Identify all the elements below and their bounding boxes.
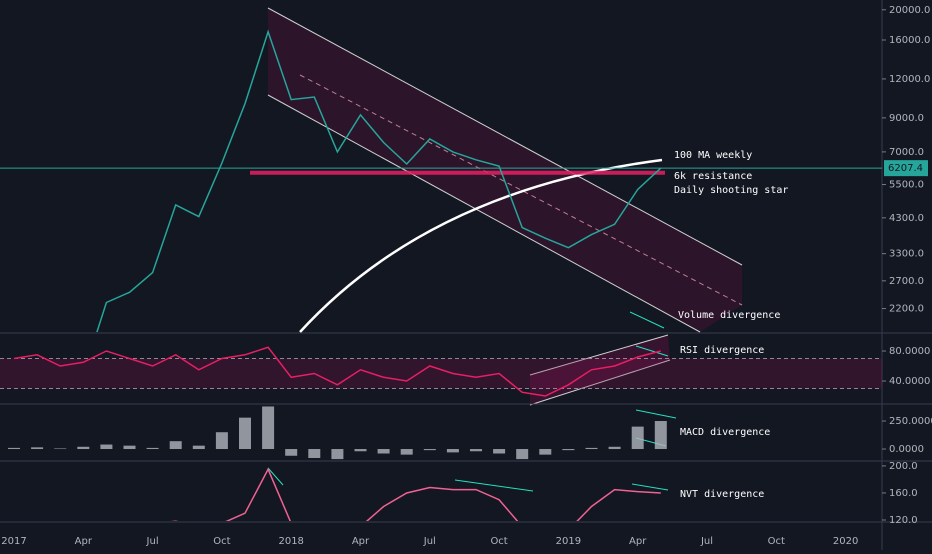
x-tick-label: Jul	[700, 536, 713, 547]
y-tick-label: 120.0	[889, 515, 918, 526]
histogram-bar	[100, 444, 113, 450]
annotation: MACD divergence	[680, 427, 770, 438]
histogram-bar	[54, 448, 67, 450]
rsi-channel	[530, 335, 670, 405]
x-tick-label: Oct	[490, 536, 507, 547]
last-value-box	[884, 160, 928, 177]
histogram-bar	[516, 449, 529, 460]
y-tick-label: 7000.0	[889, 147, 924, 158]
histogram-bar	[215, 432, 228, 450]
histogram-bar	[31, 447, 44, 450]
histogram-bar	[146, 447, 159, 450]
panel	[0, 346, 882, 397]
histogram-bar	[239, 417, 251, 450]
histogram-bar	[539, 449, 552, 455]
x-tick-label: Apr	[352, 536, 370, 547]
series-line	[13, 346, 661, 397]
histogram-bar	[331, 449, 344, 460]
annotation: NVT divergence	[680, 489, 764, 500]
histogram-bar	[262, 406, 275, 450]
series-line	[96, 29, 662, 332]
last-value-label: 6207.4	[888, 163, 923, 174]
divergence-line	[635, 345, 669, 357]
histogram-bar	[308, 449, 321, 458]
band-fill	[0, 358, 882, 389]
histogram-bar	[562, 449, 575, 451]
y-tick-label: 16000.0	[889, 35, 930, 46]
histogram-bar	[285, 449, 298, 456]
histogram-bar	[423, 449, 436, 451]
histogram-bar	[585, 447, 598, 450]
resistance-band	[250, 170, 665, 175]
x-tick-label: Jul	[423, 536, 436, 547]
panel	[96, 29, 665, 332]
x-tick-label: Apr	[75, 536, 93, 547]
histogram-bar	[631, 426, 644, 450]
histogram-bar	[377, 449, 390, 454]
divergence-line	[267, 467, 284, 486]
annotation: Volume divergence	[678, 310, 780, 321]
y-tick-label: 20000.0	[889, 5, 930, 16]
x-tick-label: Apr	[629, 536, 647, 547]
y-tick-label: 250.0000	[889, 416, 932, 427]
y-tick-label: 5500.0	[889, 180, 924, 191]
y-tick-label: 0.0000	[889, 444, 924, 455]
divergence-line	[635, 409, 677, 419]
ma-curve	[299, 158, 663, 333]
channel-mid	[299, 74, 743, 306]
divergence-line	[631, 483, 669, 491]
y-tick-label: 3300.0	[889, 249, 924, 260]
annotation: RSI divergence	[680, 345, 764, 356]
y-tick-label: 12000.0	[889, 74, 930, 85]
histogram-bar	[446, 449, 459, 453]
panel	[8, 406, 667, 460]
histogram-bar	[169, 441, 182, 450]
x-tick-label: 2019	[556, 536, 581, 547]
y-tick-label: 2700.0	[889, 276, 924, 287]
annotation: 6k resistance	[674, 171, 752, 182]
histogram-bar	[608, 446, 621, 450]
channel-fill	[268, 8, 742, 332]
channel-line	[267, 7, 743, 266]
y-tick-label: 80.0000	[889, 346, 930, 357]
x-tick-label: Oct	[213, 536, 230, 547]
x-tick-label: Oct	[768, 536, 785, 547]
y-tick-label: 40.0000	[889, 376, 930, 387]
divergence-line	[629, 311, 665, 329]
histogram-bar	[400, 449, 413, 455]
histogram-bar	[470, 449, 482, 452]
rsi-channel-line	[529, 334, 669, 376]
rsi-channel-line	[529, 359, 671, 406]
histogram-bar	[77, 446, 90, 450]
annotation: Daily shooting star	[674, 185, 788, 196]
x-tick-label: 2020	[833, 536, 858, 547]
x-tick-label: Jul	[146, 536, 159, 547]
divergence-line	[454, 479, 534, 492]
channel-line	[267, 94, 701, 333]
annotation: 100 MA weekly	[674, 150, 752, 161]
y-tick-label: 200.0	[889, 461, 918, 472]
y-tick-label: 2200.0	[889, 304, 924, 315]
x-tick-label: 2018	[278, 536, 303, 547]
y-tick-label: 160.0	[889, 488, 918, 499]
histogram-bar	[354, 449, 367, 452]
y-tick-label: 4300.0	[889, 213, 924, 224]
histogram-bar	[8, 447, 20, 450]
x-tick-label: 2017	[1, 536, 26, 547]
histogram-bar	[192, 445, 205, 450]
y-tick-label: 9000.0	[889, 113, 924, 124]
histogram-bar	[493, 449, 506, 454]
histogram-bar	[123, 445, 136, 450]
histogram-bar	[654, 421, 667, 450]
